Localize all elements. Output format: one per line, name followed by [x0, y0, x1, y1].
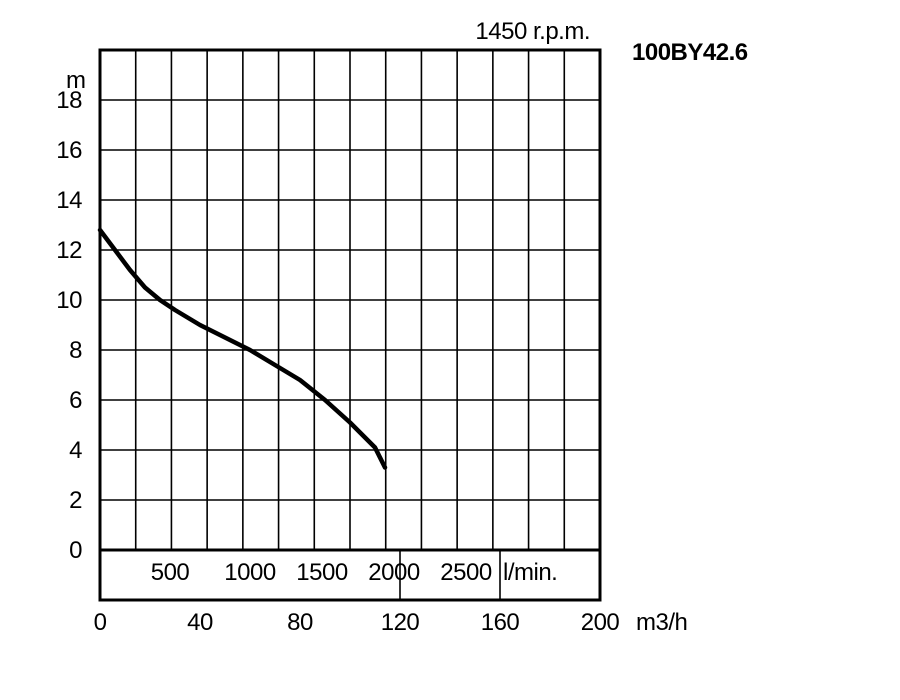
tick-labels: 0 2 4 6 8 10 12 14 16 18 0 40 80 120 160 200 500 1000 1500…: [56, 87, 620, 636]
y-tick-label: 2: [69, 487, 82, 514]
y-tick-label: 18: [56, 87, 82, 114]
chart-title: 100BY42.6: [632, 39, 748, 66]
y-tick-label: 0: [69, 537, 82, 564]
y-tick-label: 8: [69, 337, 82, 364]
series-line: [97, 227, 388, 470]
x-tick-label: 40: [187, 609, 213, 636]
x-tick-label: 80: [287, 609, 313, 636]
x-tick-label: 200: [581, 609, 620, 636]
plot-frame: [98, 48, 602, 602]
y-tick-label: 4: [69, 437, 82, 464]
secondary-x-tick-label: 2000: [368, 559, 420, 586]
x-axis-label: m3/h: [636, 609, 687, 636]
y-tick-label: 16: [56, 137, 82, 164]
secondary-x-tick-label: 500: [151, 559, 190, 586]
grid: [100, 50, 600, 600]
y-tick-label: 12: [56, 237, 82, 264]
chart-subtitle: 1450 r.p.m.: [475, 18, 590, 45]
secondary-x-tick-label: 2500: [440, 559, 492, 586]
y-tick-label: 6: [69, 387, 82, 414]
x-tick-label: 160: [481, 609, 520, 636]
x-tick-label: 0: [94, 609, 107, 636]
y-axis-label: m: [66, 67, 86, 94]
secondary-x-tick-label: 1000: [224, 559, 276, 586]
secondary-x-unit: l/min.: [503, 559, 557, 586]
secondary-x-tick-label: 1500: [296, 559, 348, 586]
y-tick-label: 14: [56, 187, 82, 214]
x-tick-label: 120: [381, 609, 420, 636]
y-tick-label: 10: [56, 287, 82, 314]
